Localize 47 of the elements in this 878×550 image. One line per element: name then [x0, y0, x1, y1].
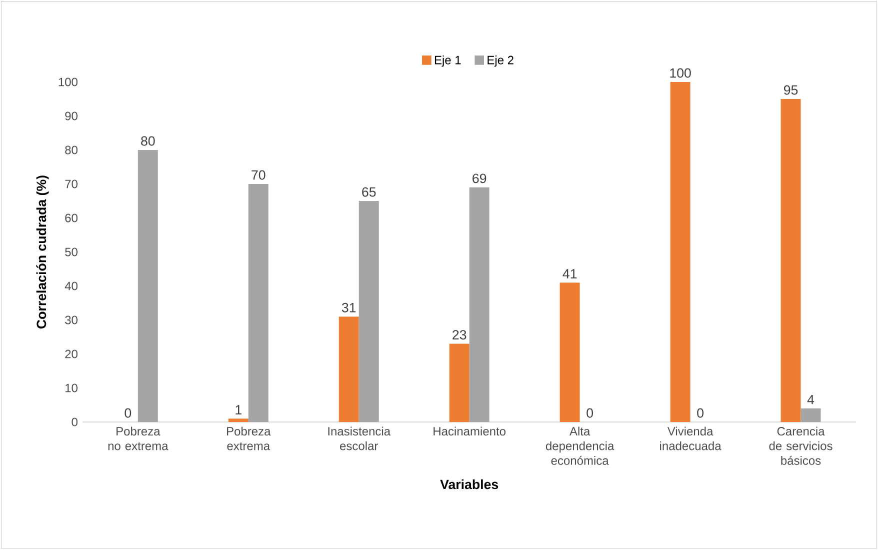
y-tick-label: 50	[65, 248, 78, 256]
bar	[228, 418, 248, 422]
bar	[338, 316, 359, 422]
x-tick-label: Vivienda inadecuada	[660, 426, 722, 450]
bar	[358, 201, 379, 422]
bar	[138, 150, 158, 422]
y-tick-label: 70	[65, 180, 78, 188]
y-tick-label: 60	[65, 214, 78, 222]
data-label: 65	[362, 187, 376, 197]
y-tick-label: 40	[64, 282, 78, 290]
x-tick-label: Alta dependencia económica	[546, 426, 614, 465]
x-tick-label: Pobreza extrema	[227, 426, 271, 450]
x-tick-label: Pobreza no extrema	[108, 426, 168, 450]
bar	[780, 99, 801, 422]
bar	[800, 408, 821, 422]
data-label: 0	[124, 408, 132, 418]
y-tick-label: 100	[58, 78, 78, 86]
data-label: 100	[670, 68, 691, 78]
data-label: 23	[452, 330, 466, 340]
y-tick-label: 0	[72, 418, 78, 426]
legend-label: Eje 1	[434, 56, 461, 67]
data-label: 80	[141, 136, 155, 146]
x-tick-label: Hacinamiento	[434, 426, 506, 436]
data-label: 41	[562, 269, 577, 278]
data-label: 0	[586, 408, 594, 418]
x-tick-label: Carencia de servicios básicos	[769, 426, 832, 465]
x-axis-title: Variables	[440, 479, 498, 490]
y-tick-label: 90	[65, 112, 78, 120]
x-tick-label: Inasistencia escolar	[328, 426, 391, 450]
bar	[560, 282, 580, 422]
bar	[469, 187, 490, 422]
y-tick-label: 10	[66, 384, 78, 392]
y-tick-label: 80	[65, 146, 78, 154]
data-label: 70	[252, 170, 266, 180]
legend-label: Eje 2	[488, 56, 514, 67]
bar	[449, 344, 470, 422]
bar	[670, 82, 690, 422]
data-label: 4	[807, 394, 814, 404]
data-label: 31	[342, 302, 356, 312]
y-tick-label: 30	[65, 316, 78, 324]
data-label: 69	[472, 174, 486, 184]
data-label: 1	[236, 405, 242, 414]
data-label: 0	[697, 408, 704, 418]
data-label: 95	[784, 85, 798, 95]
y-tick-label: 20	[65, 350, 78, 358]
y-axis-title: Correlación cudrada (%)	[36, 176, 49, 329]
bar	[248, 184, 268, 422]
